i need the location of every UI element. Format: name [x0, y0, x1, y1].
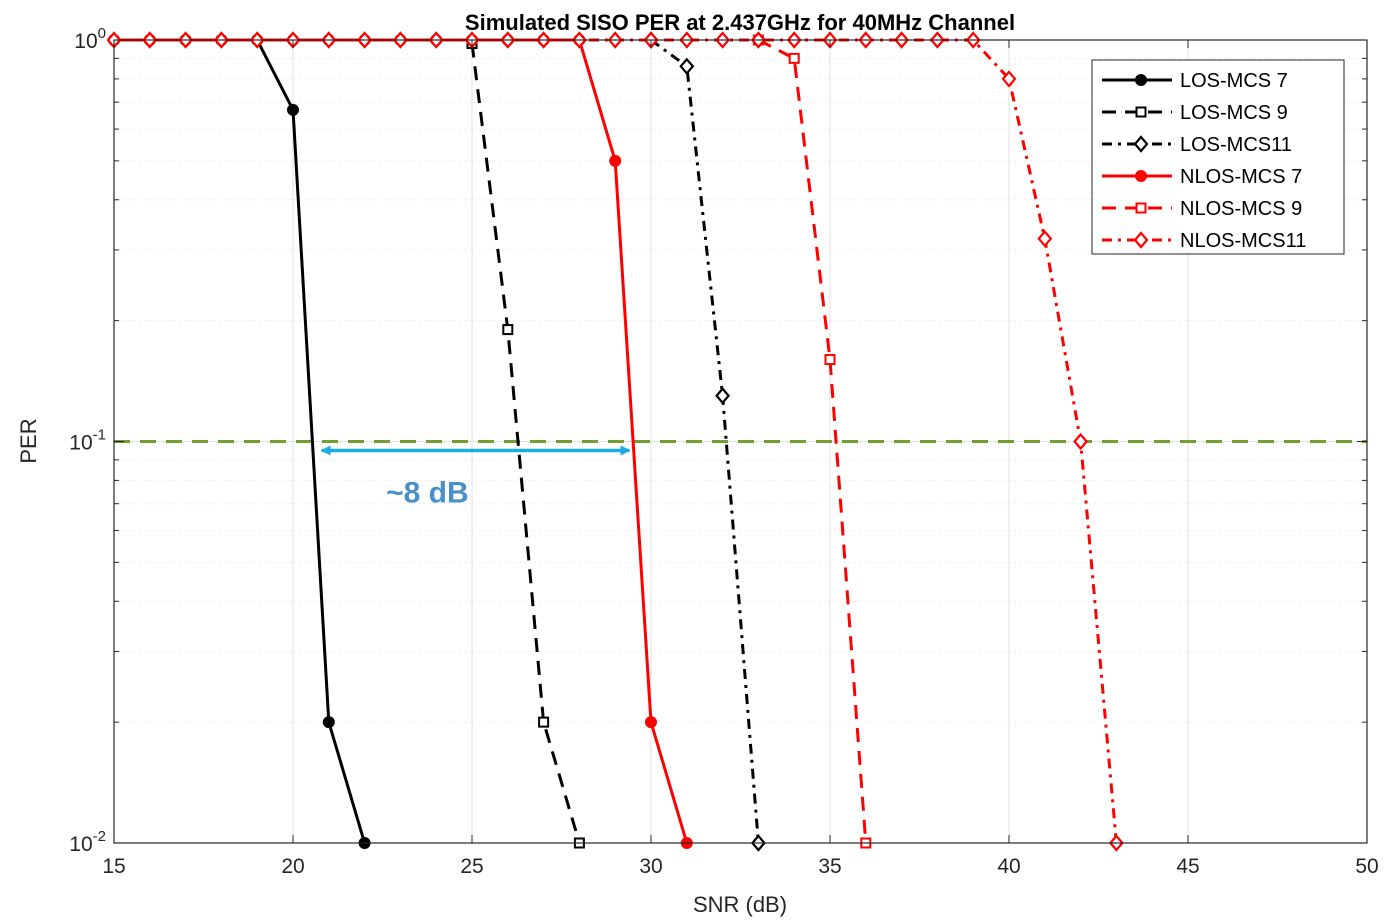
- series-line: [757, 38, 868, 844]
- x-tick-label: 30: [639, 855, 662, 878]
- x-tick-label: 20: [281, 855, 304, 878]
- y-tick-label: 10-1: [69, 427, 106, 455]
- data-point: [287, 103, 299, 116]
- legend-item-2: LOS-MCS 9: [1102, 102, 1288, 124]
- data-point: [1073, 432, 1089, 451]
- legend-item-6: NLOS-MCS11: [1102, 230, 1306, 252]
- tick-layer: 15 20 25 30 35 40 45 50 100 10-1 10-2: [69, 25, 1378, 878]
- x-tick-label: 15: [102, 855, 125, 878]
- annotation-label: ~8 dB: [386, 476, 469, 509]
- legend-marker: [1135, 106, 1147, 118]
- legend-label: NLOS-MCS 7: [1180, 166, 1302, 188]
- x-tick-label: 35: [818, 855, 841, 878]
- legend-label: LOS-MCS11: [1180, 134, 1292, 156]
- data-point: [538, 716, 550, 728]
- annotation-layer: ~8 dB: [320, 445, 631, 509]
- data-point: [788, 52, 800, 64]
- legend-label: NLOS-MCS11: [1180, 230, 1306, 252]
- legend-label: LOS-MCS 9: [1180, 102, 1288, 124]
- data-point: [1001, 70, 1017, 88]
- legend-item-1: LOS-MCS 7: [1102, 70, 1288, 92]
- data-point: [609, 154, 622, 167]
- legend: LOS-MCS 7 LOS-MCS 9 LOS-MCS11 NLOS-MCS 7 NLO…: [1091, 59, 1345, 255]
- series-line: [470, 43, 581, 844]
- x-tick-label: 40: [997, 855, 1020, 878]
- x-tick-label: 45: [1176, 855, 1199, 878]
- legend-label: NLOS-MCS 9: [1180, 198, 1302, 220]
- data-point: [322, 716, 335, 729]
- chart-title: Simulated SISO PER at 2.437GHz for 40MHz…: [465, 10, 1015, 35]
- legend-box: [1091, 59, 1345, 255]
- y-tick-label: 100: [74, 25, 106, 53]
- x-axis-label: SNR (dB): [693, 892, 787, 917]
- legend-item-4: NLOS-MCS 7: [1102, 166, 1302, 188]
- y-axis-label: PER: [16, 418, 41, 463]
- legend-marker: [1135, 202, 1147, 214]
- x-tick-label: 50: [1355, 855, 1378, 878]
- series-3: [643, 31, 766, 852]
- data-point: [679, 57, 695, 75]
- y-tick-label: 10-2: [69, 828, 106, 856]
- legend-item-5: NLOS-MCS 9: [1102, 198, 1302, 220]
- data-point: [645, 716, 657, 729]
- legend-marker: [1133, 231, 1149, 249]
- legend-items: LOS-MCS 7 LOS-MCS 9 LOS-MCS11 NLOS-MCS 7 NLO…: [1102, 70, 1306, 252]
- data-point: [824, 354, 836, 366]
- x-tick-label: 25: [460, 855, 483, 878]
- legend-item-3: LOS-MCS11: [1102, 134, 1292, 156]
- legend-marker: [1133, 135, 1149, 153]
- legend-marker: [1135, 74, 1147, 86]
- legend-label: LOS-MCS 7: [1180, 70, 1288, 92]
- series-line: [650, 38, 760, 844]
- data-point: [715, 387, 731, 405]
- data-point: [1037, 229, 1053, 248]
- legend-marker: [1135, 170, 1147, 182]
- data-point: [502, 324, 514, 336]
